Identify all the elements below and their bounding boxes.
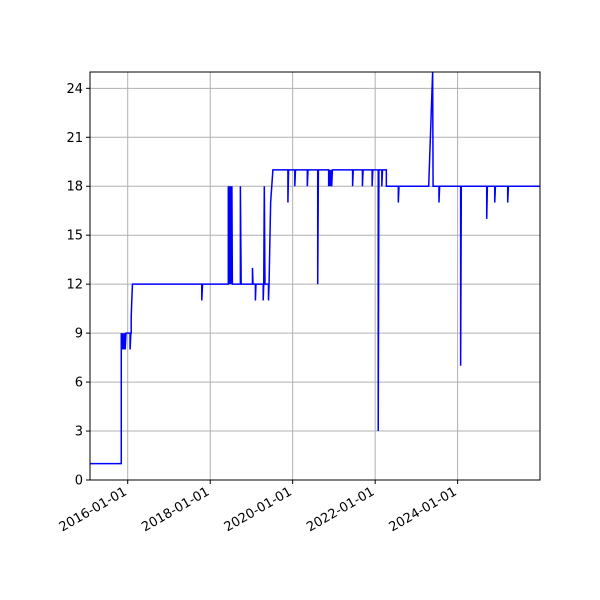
x-axis: 2016-01-01 2018-01-01 2020-01-01 2022-01-01… [57,480,460,535]
y-tick-label: 15 [66,229,83,244]
y-tick-label: 18 [66,180,83,195]
y-tick-label: 3 [75,425,83,440]
x-tick-label: 2018-01-01 [139,484,212,535]
series-group [90,71,540,465]
x-tick-label: 2016-01-01 [57,484,130,535]
gridlines [90,72,540,481]
plot-frame [89,71,541,481]
series-line [90,71,540,465]
x-tick-label: 2022-01-01 [304,484,377,535]
y-tick-label: 9 [75,327,83,342]
y-tick-label: 24 [66,82,83,97]
x-tick-label: 2020-01-01 [222,484,295,535]
y-tick-label: 6 [75,376,83,391]
y-tick-label: 0 [75,474,83,489]
x-tick-label: 2024-01-01 [387,484,460,535]
y-axis: 0 3 6 9 12 15 18 21 24 [66,82,90,489]
y-tick-label: 12 [66,278,83,293]
y-tick-label: 21 [66,131,83,146]
